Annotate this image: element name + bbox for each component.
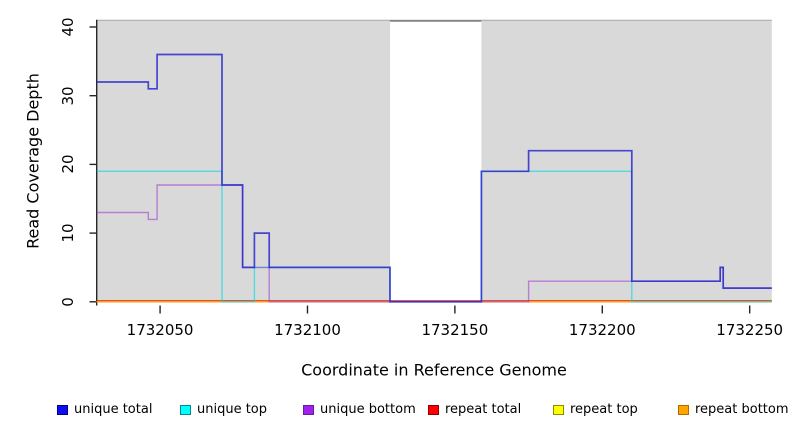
x-tick-label: 1732250 bbox=[716, 321, 784, 339]
no-data-gap bbox=[390, 21, 482, 303]
y-tick-label: 30 bbox=[59, 86, 77, 106]
y-tick-label: 20 bbox=[59, 154, 77, 174]
x-tick-label: 1732050 bbox=[126, 321, 194, 339]
x-tick-label: 1732100 bbox=[274, 321, 341, 339]
y-tick-label: 0 bbox=[59, 297, 77, 307]
y-tick-label: 10 bbox=[59, 223, 77, 243]
x-tick-label: 1732200 bbox=[568, 321, 636, 339]
y-tick-label: 40 bbox=[59, 17, 77, 37]
series-line-unique-total bbox=[96, 53, 772, 303]
y-axis-label: Read Coverage Depth bbox=[23, 73, 43, 249]
x-tick-label: 1732150 bbox=[421, 321, 489, 339]
x-axis-label: Coordinate in Reference Genome bbox=[301, 360, 567, 380]
